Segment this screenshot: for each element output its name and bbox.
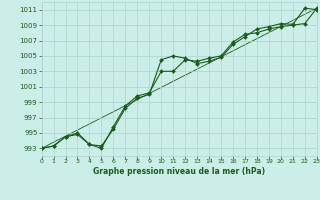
X-axis label: Graphe pression niveau de la mer (hPa): Graphe pression niveau de la mer (hPa) [93,167,265,176]
